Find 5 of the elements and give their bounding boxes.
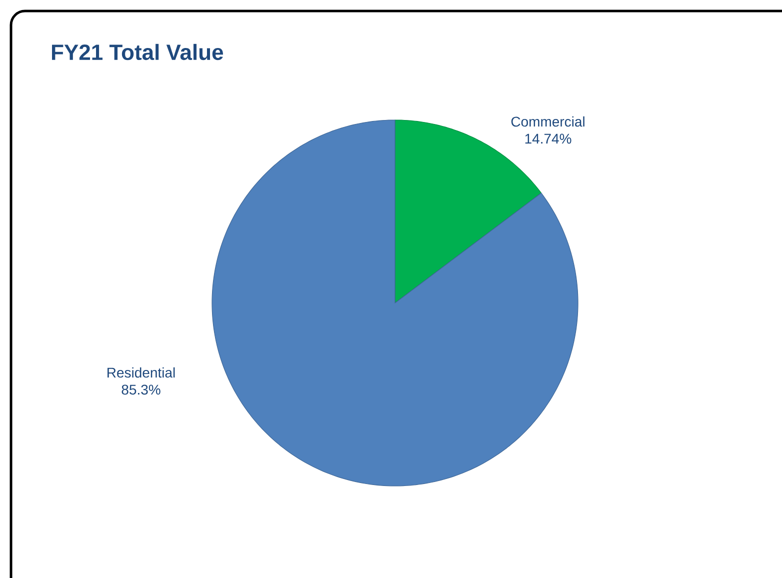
slice-label: Residential bbox=[108, 367, 175, 378]
chart-title: FY21 Total Value bbox=[52, 44, 224, 60]
data-label: 85.3% bbox=[122, 384, 160, 395]
slice-label: Commercial bbox=[511, 116, 584, 127]
data-label: 14.74% bbox=[525, 134, 572, 144]
